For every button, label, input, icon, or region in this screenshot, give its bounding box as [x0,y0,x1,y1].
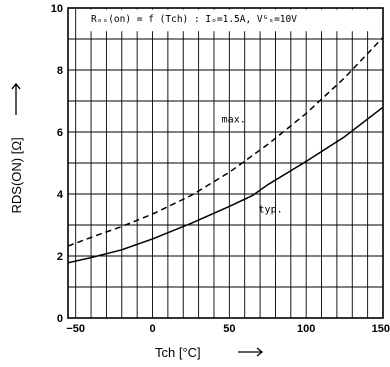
condition-box: Rₒₛ(on) = f (Tch) : Iₒ=1.5A, Vᴳₛ=10V [87,9,380,32]
x-axis-arrow-icon [238,347,264,357]
y-tick-label: 2 [57,251,63,263]
y-tick-label: 4 [57,189,64,201]
plot-frame [67,7,384,319]
y-tick-label: 8 [57,65,63,77]
annotation-max: max. [222,115,246,126]
x-tick-label: 0 [149,323,155,335]
x-tick-label: 100 [297,323,315,335]
y-tick-label: 0 [57,313,63,325]
x-axis-label: Tch [°C] [155,345,201,360]
x-tick-label: 50 [223,323,235,335]
series-line-typ [67,106,384,264]
series-line-max [67,36,384,247]
y-tick-label: 10 [51,3,63,15]
x-tick-label: 150 [372,323,390,335]
x-tick-label: −50 [66,323,85,335]
condition-text: Rₒₛ(on) = f (Tch) : Iₒ=1.5A, Vᴳₛ=10V [91,14,297,25]
y-axis-label: RDS(ON) [Ω] [9,137,24,213]
annotation-typ: typ. [259,205,283,216]
grid [68,8,383,318]
y-axis-arrow-icon [11,82,21,115]
y-tick-label: 6 [57,127,63,139]
series-group [67,36,384,264]
